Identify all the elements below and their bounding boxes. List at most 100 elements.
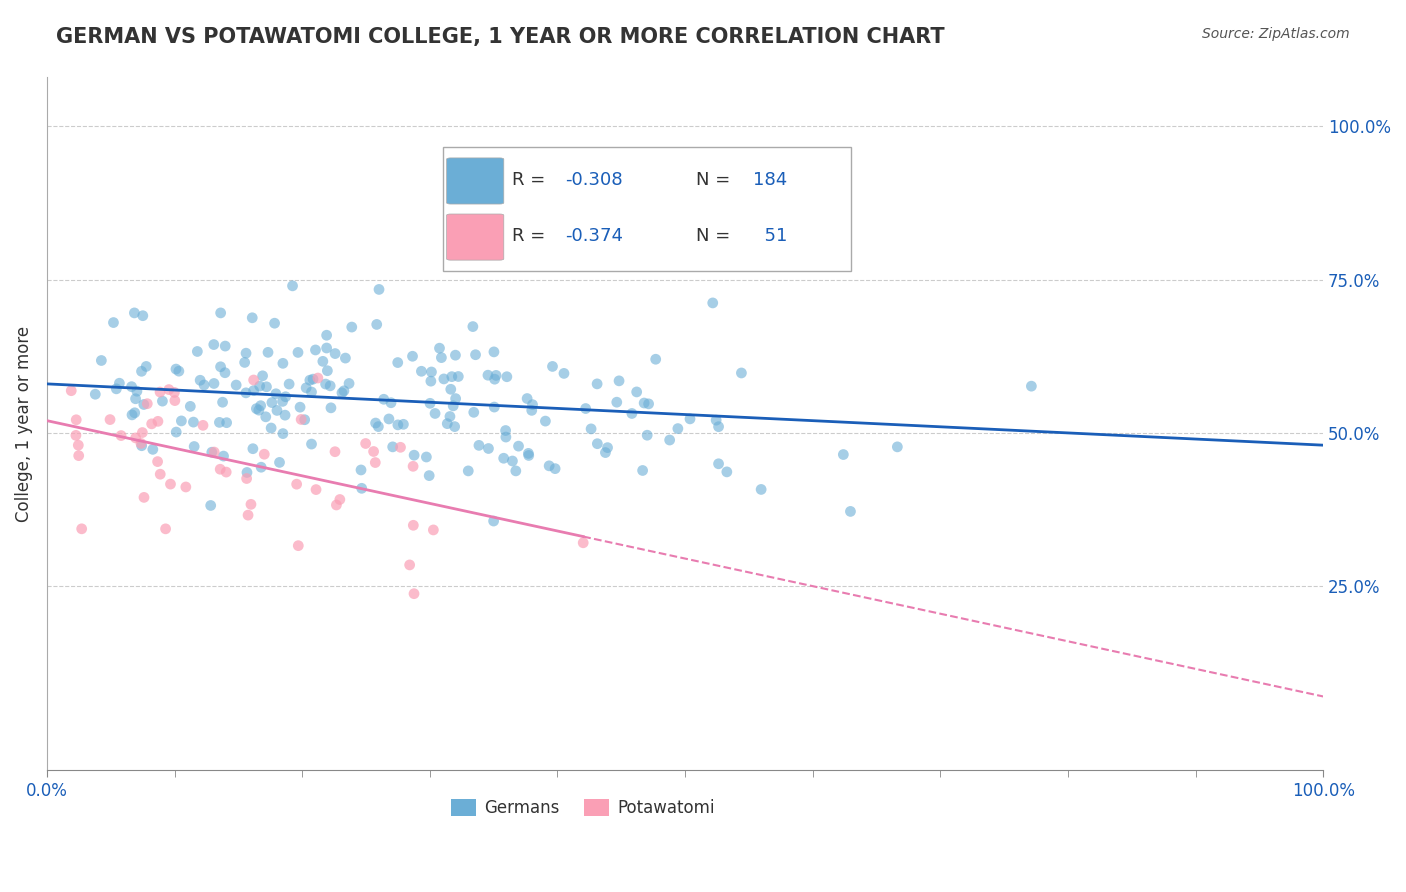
Point	[340, 320, 363, 334]
Point	[316, 364, 339, 378]
Point	[402, 459, 425, 474]
Point	[401, 349, 423, 363]
Point	[146, 414, 169, 428]
Point	[595, 445, 617, 459]
Point	[188, 373, 211, 387]
Point	[252, 368, 274, 383]
Point	[236, 466, 259, 480]
Point	[335, 351, 357, 365]
Point	[186, 344, 208, 359]
Point	[245, 401, 267, 416]
Point	[269, 455, 291, 469]
Point	[215, 416, 238, 430]
Point	[60, 384, 83, 398]
Point	[485, 368, 508, 383]
Point	[420, 365, 443, 379]
Point	[174, 480, 197, 494]
Point	[620, 407, 643, 421]
Point	[704, 413, 727, 427]
Point	[441, 399, 464, 413]
Point	[626, 384, 648, 399]
Point	[183, 415, 205, 429]
Point	[266, 403, 288, 417]
Point	[886, 440, 908, 454]
Point	[183, 440, 205, 454]
Point	[337, 376, 360, 391]
Point	[235, 385, 257, 400]
Point	[65, 428, 87, 442]
Point	[225, 378, 247, 392]
Point	[839, 504, 862, 518]
Point	[165, 425, 187, 439]
Point	[301, 384, 323, 399]
Point	[264, 386, 287, 401]
Point	[121, 379, 143, 393]
Point	[517, 449, 540, 463]
Point	[132, 309, 155, 323]
Point	[149, 385, 172, 400]
Legend: Germans, Potawatomi: Germans, Potawatomi	[444, 792, 721, 824]
Point	[457, 464, 479, 478]
Point	[378, 412, 401, 426]
Point	[159, 477, 181, 491]
Point	[142, 442, 165, 457]
Point	[131, 439, 153, 453]
Point	[644, 352, 666, 367]
Point	[430, 351, 453, 365]
Point	[433, 372, 456, 386]
Point	[257, 345, 280, 359]
Point	[501, 454, 523, 468]
Point	[422, 523, 444, 537]
Point	[235, 346, 257, 360]
Point	[389, 440, 412, 454]
Point	[707, 457, 730, 471]
Point	[152, 394, 174, 409]
Point	[586, 376, 609, 391]
Point	[65, 413, 87, 427]
Point	[402, 518, 425, 533]
Point	[302, 372, 325, 386]
Point	[84, 387, 107, 401]
Point	[103, 316, 125, 330]
Point	[477, 368, 499, 383]
Point	[209, 462, 232, 476]
Point	[464, 348, 486, 362]
Point	[429, 341, 451, 355]
Point	[373, 392, 395, 407]
Point	[131, 425, 153, 440]
Point	[596, 441, 619, 455]
Point	[439, 409, 461, 424]
Point	[253, 447, 276, 461]
Point	[278, 377, 301, 392]
Point	[271, 426, 294, 441]
Point	[202, 376, 225, 391]
Point	[607, 374, 630, 388]
Point	[329, 492, 352, 507]
Point	[444, 348, 467, 362]
Point	[124, 406, 146, 420]
Point	[679, 412, 702, 426]
Point	[350, 481, 373, 495]
Point	[538, 458, 561, 473]
Point	[387, 355, 409, 369]
Point	[307, 371, 329, 385]
Point	[392, 417, 415, 432]
Point	[249, 399, 271, 413]
Point	[436, 417, 458, 431]
Point	[606, 395, 628, 409]
Point	[482, 514, 505, 528]
Point	[505, 464, 527, 478]
Point	[155, 522, 177, 536]
Point	[193, 378, 215, 392]
Point	[105, 382, 128, 396]
Point	[249, 379, 271, 393]
Point	[312, 354, 335, 368]
Point	[235, 471, 257, 485]
Point	[298, 373, 321, 387]
Point	[319, 401, 342, 415]
Point	[702, 296, 724, 310]
Point	[214, 366, 236, 380]
Point	[366, 318, 388, 332]
Point	[260, 421, 283, 435]
Point	[274, 390, 297, 404]
